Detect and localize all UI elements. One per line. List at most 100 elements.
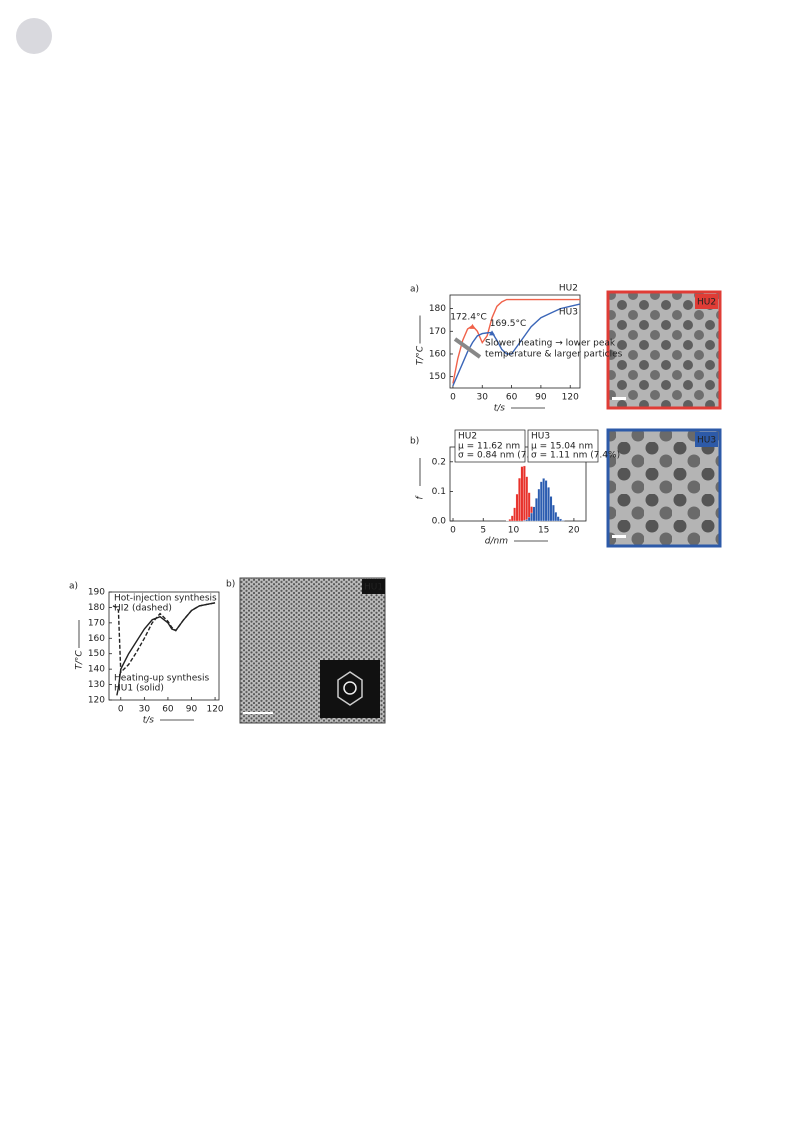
fft-inset: [320, 660, 380, 718]
hist-bar: [547, 487, 550, 522]
y-tick-label: 190: [88, 588, 105, 598]
y-tick-label: 0.1: [432, 487, 446, 497]
hist-bar: [539, 481, 543, 522]
image-tag: HU1: [364, 583, 383, 593]
panel-label: a): [69, 582, 78, 592]
x-tick-label: 60: [506, 393, 518, 403]
scale-bar: [243, 712, 273, 714]
x-tick-label: 5: [480, 526, 486, 536]
hist-bar: [532, 506, 536, 522]
y-tick-label: 150: [88, 649, 105, 659]
hist-bar: [527, 492, 531, 522]
legend-label: HU2: [458, 432, 477, 442]
x-tick-label: 90: [535, 393, 547, 403]
axes-frame: [449, 294, 581, 389]
image-tag-bg: [695, 294, 718, 309]
annotation-arrow: [453, 337, 482, 359]
stats-text: μ = 15.04 nm: [531, 442, 593, 452]
annotation: temperature & larger particles: [485, 350, 623, 360]
hist-bar: [542, 478, 546, 522]
hist-bar: [513, 507, 517, 522]
hist-bar: [522, 465, 526, 522]
x-tick-label: 120: [562, 393, 579, 403]
hist-bar: [535, 498, 538, 522]
hist-bar: [544, 480, 548, 522]
hist-bar: [554, 511, 558, 522]
y-tick-label: 170: [429, 327, 446, 337]
x-tick-label: 0: [450, 526, 456, 536]
panel-label: a): [410, 285, 419, 295]
peak-label: 172.4°C: [450, 312, 487, 322]
stats-box: [527, 429, 599, 463]
y-tick-label: 160: [88, 634, 105, 644]
y-axis-label: f: [416, 495, 426, 500]
peak-marker: [489, 330, 496, 336]
x-tick-label: 120: [206, 705, 223, 715]
x-axis-label: t/s: [494, 404, 506, 414]
page-badge: [16, 18, 52, 54]
fft-pattern: [337, 671, 363, 706]
tem-image: [606, 290, 722, 410]
panel-label: b): [410, 437, 419, 447]
y-tick-label: 0.0: [432, 517, 447, 527]
x-tick-label: 15: [538, 526, 549, 536]
hist-bar: [508, 519, 512, 522]
hist-bar: [515, 493, 519, 522]
y-tick-label: 150: [429, 372, 446, 382]
hist-bar: [561, 520, 565, 522]
image-tag-bg: [362, 579, 385, 594]
hist-bar: [549, 496, 553, 522]
hist-bar: [518, 477, 521, 522]
legend-label: HU2: [559, 284, 578, 294]
x-tick-label: 20: [568, 526, 580, 536]
y-tick-label: 180: [88, 603, 105, 613]
x-tick-label: 60: [162, 705, 174, 715]
x-tick-label: 30: [477, 393, 489, 403]
stats-text: μ = 11.62 nm: [458, 442, 520, 452]
image-tag: HU2: [697, 298, 716, 308]
hist-bar: [552, 504, 555, 522]
annotation: HU1 (solid): [114, 684, 164, 694]
scale-bar: [612, 397, 626, 400]
annotation: Heating-up synthesis: [114, 674, 209, 684]
series-line: [112, 602, 216, 674]
hist-bar: [510, 515, 514, 522]
tem-image: [606, 428, 722, 548]
panel-label: b): [226, 580, 235, 590]
peak-marker: [469, 323, 476, 329]
y-tick-label: 0.2: [432, 457, 446, 467]
annotation: HI2 (dashed): [114, 604, 172, 614]
x-tick-label: 0: [450, 393, 456, 403]
y-tick-label: 180: [429, 304, 446, 314]
axes-frame: [108, 591, 220, 701]
hist-bar: [520, 466, 524, 522]
x-tick-label: 90: [186, 705, 198, 715]
legend-label: HU3: [531, 432, 550, 442]
y-axis-label: T/°C: [75, 650, 85, 670]
image-tag: HU3: [697, 436, 716, 446]
x-axis-label: t/s: [143, 716, 155, 726]
y-axis-label: T/°C: [416, 345, 426, 365]
peak-label: 169.5°C: [490, 319, 527, 329]
hist-bar: [537, 488, 541, 522]
image-tag-bg: [695, 432, 718, 447]
hist-bar: [530, 512, 533, 522]
annotation: Slower heating → lower peak: [485, 339, 616, 349]
x-tick-label: 30: [139, 705, 151, 715]
y-tick-label: 130: [88, 680, 105, 690]
legend-label: HU3: [559, 308, 578, 318]
fft-pattern: [343, 681, 357, 695]
hist-bar: [525, 476, 529, 522]
x-tick-label: 10: [508, 526, 520, 536]
annotation: Hot-injection synthesis: [114, 594, 217, 604]
x-tick-label: 0: [118, 705, 124, 715]
stats-text: σ = 0.84 nm (7.2%): [458, 451, 547, 461]
hist-bar: [525, 519, 529, 522]
y-tick-label: 160: [429, 349, 446, 359]
x-axis-label: d/nm: [485, 537, 508, 547]
hist-bar: [556, 516, 560, 522]
stats-text: σ = 1.11 nm (7.4%): [531, 451, 620, 461]
y-tick-label: 120: [88, 696, 105, 706]
